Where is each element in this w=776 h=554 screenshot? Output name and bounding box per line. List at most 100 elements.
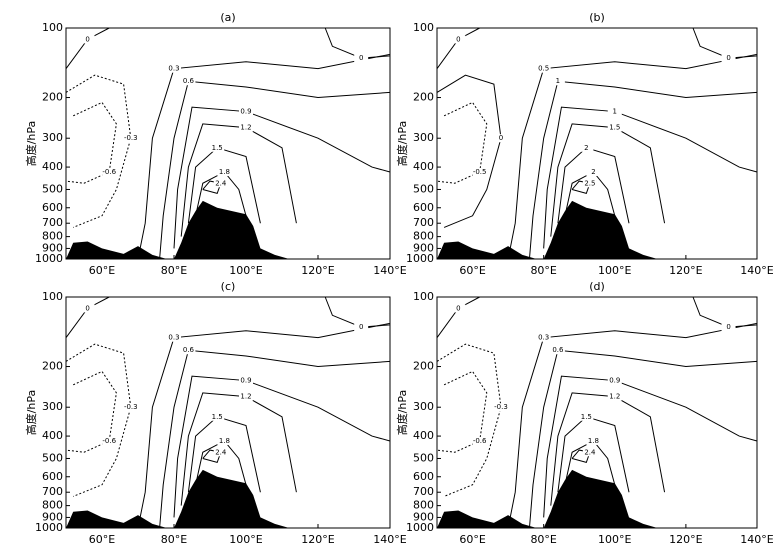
contour-label: 0.6 bbox=[183, 346, 195, 354]
contour-label: -0.3 bbox=[124, 403, 138, 411]
contour-label-bg bbox=[217, 436, 232, 445]
contour-label: 1.2 bbox=[240, 124, 251, 132]
contour-label: 0 bbox=[456, 304, 460, 312]
y-tick-label: 200 bbox=[42, 91, 63, 104]
y-tick-label: 500 bbox=[413, 451, 434, 464]
contour-label-bg bbox=[472, 436, 487, 445]
terrain bbox=[174, 200, 290, 259]
x-tick-label: 60°E bbox=[89, 533, 115, 546]
x-tick-label: 60°E bbox=[459, 533, 485, 546]
contour-label: 2.5 bbox=[584, 179, 595, 187]
contour-line bbox=[436, 101, 488, 184]
contour-label-bg bbox=[607, 392, 622, 401]
y-tick-label: 100 bbox=[413, 290, 434, 303]
y-tick-label: 800 bbox=[42, 230, 63, 243]
terrain bbox=[543, 200, 658, 259]
contour-label: 0.5 bbox=[538, 65, 549, 73]
contour-label-bg bbox=[451, 35, 466, 44]
contour-label-bg bbox=[210, 143, 225, 152]
y-tick-label: 1000 bbox=[35, 521, 63, 534]
contour-label-bg bbox=[494, 403, 508, 412]
x-tick-label: 80°E bbox=[161, 533, 187, 546]
y-tick-label: 700 bbox=[42, 216, 63, 229]
contour-label: 1.5 bbox=[212, 413, 223, 421]
y-axis-label: 高度/hPa bbox=[395, 390, 409, 436]
contour-label: 0.6 bbox=[552, 346, 564, 354]
contour-label-bg bbox=[550, 346, 565, 355]
panel-title: (a) bbox=[220, 11, 235, 24]
plot-frame bbox=[65, 296, 391, 529]
x-tick-label: 120°E bbox=[669, 533, 702, 546]
contour-label-bg bbox=[586, 436, 601, 445]
y-tick-label: 600 bbox=[413, 201, 434, 214]
x-tick-label: 120°E bbox=[301, 264, 334, 277]
x-tick-label: 60°E bbox=[89, 264, 115, 277]
x-tick-label: 80°E bbox=[530, 264, 556, 277]
contour-label-bg bbox=[102, 436, 117, 445]
plot-frame bbox=[436, 296, 758, 529]
contour-label: 0 bbox=[726, 54, 730, 62]
contour-label: -0.5 bbox=[473, 168, 487, 176]
x-tick-label: 120°E bbox=[301, 533, 334, 546]
contour-line bbox=[65, 27, 110, 69]
panel: (a) 高度/hPa 0 -0.3 -0.6 0.3 0.6 0.9 1.2 1.5 1.8 2.4 0… bbox=[24, 11, 407, 277]
y-axis-label: 高度/hPa bbox=[395, 121, 409, 167]
contour-label-bg bbox=[181, 77, 196, 86]
contour-label: 0.9 bbox=[240, 108, 251, 116]
contour-label: 1 bbox=[556, 77, 560, 85]
terrain bbox=[437, 510, 537, 528]
y-tick-label: 300 bbox=[413, 131, 434, 144]
contour-label: 0.3 bbox=[168, 65, 179, 73]
contour-label: 0 bbox=[359, 54, 363, 62]
terrain bbox=[66, 510, 167, 528]
x-tick-label: 80°E bbox=[161, 264, 187, 277]
contour-label-bg bbox=[102, 167, 117, 176]
panel: (d) 高度/hPa 0 -0.3 -0.6 0.30.6 0.9 1.2 1.5 1.8 2.4 0… bbox=[395, 280, 774, 546]
y-tick-label: 400 bbox=[42, 429, 63, 442]
contour-label-bg bbox=[536, 333, 551, 342]
contour-label: 1.5 bbox=[212, 144, 223, 152]
x-tick-label: 100°E bbox=[598, 533, 631, 546]
contour-label: 1.8 bbox=[219, 168, 230, 176]
y-tick-label: 600 bbox=[42, 470, 63, 483]
y-tick-label: 500 bbox=[413, 182, 434, 195]
y-tick-label: 700 bbox=[413, 485, 434, 498]
y-tick-label: 400 bbox=[413, 429, 434, 442]
contour-label: 2.4 bbox=[215, 179, 227, 187]
y-tick-label: 900 bbox=[413, 510, 434, 523]
contour-label: 1.2 bbox=[240, 393, 251, 401]
y-tick-label: 100 bbox=[42, 21, 63, 34]
contour-label-bg bbox=[213, 179, 228, 188]
contour-line bbox=[65, 370, 117, 453]
contour-label-bg bbox=[354, 54, 369, 63]
x-tick-label: 140°E bbox=[740, 533, 773, 546]
contour-label-bg bbox=[582, 179, 597, 188]
y-tick-label: 400 bbox=[413, 160, 434, 173]
contour-line bbox=[65, 296, 110, 338]
terrain bbox=[66, 241, 167, 259]
contour-label: 0 bbox=[456, 35, 460, 43]
panel-title: (b) bbox=[589, 11, 605, 24]
x-tick-label: 80°E bbox=[530, 533, 556, 546]
contour-line bbox=[692, 296, 758, 328]
y-tick-label: 900 bbox=[42, 241, 63, 254]
contour-label: 1 bbox=[613, 108, 617, 116]
contour-label: 1.5 bbox=[609, 124, 620, 132]
y-tick-label: 900 bbox=[42, 510, 63, 523]
terrain bbox=[543, 469, 658, 528]
y-tick-label: 300 bbox=[42, 400, 63, 413]
contour-label: -0.3 bbox=[124, 134, 138, 142]
contour-line bbox=[550, 392, 666, 506]
contour-label-bg bbox=[123, 134, 138, 143]
contour-label: -0.6 bbox=[102, 437, 116, 445]
contour-line bbox=[180, 392, 297, 506]
contour-label: 0 bbox=[726, 323, 730, 331]
contour-label-bg bbox=[579, 143, 594, 152]
contour-label-bg bbox=[579, 412, 594, 421]
contour-label-bg bbox=[586, 167, 601, 176]
contour-label: 2.4 bbox=[584, 448, 596, 456]
panel-title: (c) bbox=[221, 280, 236, 293]
contour-label-bg bbox=[607, 107, 622, 116]
contour-line bbox=[436, 343, 502, 497]
